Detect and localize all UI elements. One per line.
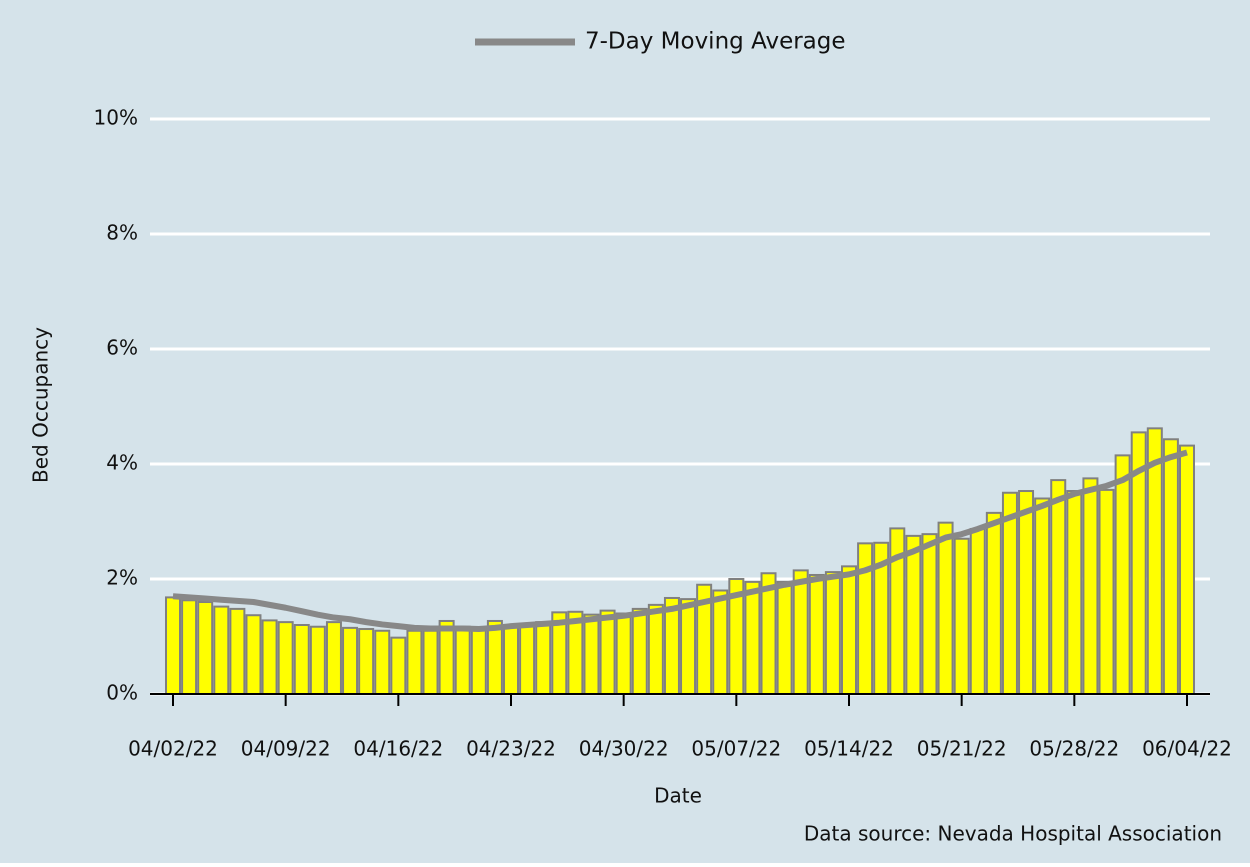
bar [261, 619, 278, 696]
x-tick-label: 04/02/22 [128, 737, 218, 761]
bar [358, 628, 375, 696]
bar [197, 601, 214, 695]
x-tick-label: 04/23/22 [466, 737, 556, 761]
bar [985, 511, 1002, 695]
bar [792, 569, 809, 695]
y-axis-label: Bed Occupancy [29, 327, 53, 483]
bar [969, 527, 986, 695]
bar [615, 612, 632, 695]
y-tick-label: 8% [106, 221, 138, 245]
bar [1098, 488, 1115, 695]
bar [165, 596, 181, 696]
bar [712, 589, 729, 695]
x-tick-label: 05/14/22 [804, 737, 894, 761]
bar [921, 533, 938, 696]
bar [325, 621, 342, 695]
source: Data source: Nevada Hospital Association [804, 822, 1222, 846]
bar [519, 622, 536, 695]
bar [406, 629, 423, 695]
bar [1162, 438, 1179, 695]
x-tick-label: 05/21/22 [917, 737, 1007, 761]
moving-average-line [172, 449, 1188, 633]
legend-label: 7-Day Moving Average [585, 29, 846, 55]
y-tick-label: 10% [94, 106, 138, 130]
y-tick-label: 6% [106, 336, 138, 360]
bar [824, 571, 841, 695]
x-axis-label: Date [654, 784, 702, 808]
bar [1034, 497, 1051, 695]
bar [245, 614, 262, 695]
y-tick-label: 4% [106, 451, 138, 475]
bar [647, 603, 664, 695]
bar [680, 598, 697, 695]
bar [374, 629, 391, 695]
bar [1018, 490, 1035, 695]
bar [229, 607, 246, 696]
bar [470, 628, 487, 695]
bar [1114, 454, 1131, 695]
x-tick-label: 04/30/22 [579, 737, 669, 761]
x-tick-label: 04/16/22 [353, 737, 443, 761]
x-tick-label: 04/09/22 [241, 737, 331, 761]
bar [1050, 479, 1067, 695]
bar [631, 607, 648, 696]
x-tick-label: 05/07/22 [691, 737, 781, 761]
bar [503, 624, 519, 695]
bar [454, 625, 471, 695]
bar [213, 605, 230, 695]
bar [905, 534, 922, 695]
bar [841, 565, 857, 695]
bar [937, 521, 954, 696]
x-tick-label: 06/04/22 [1142, 737, 1232, 761]
bar [953, 537, 970, 695]
bar [422, 629, 439, 695]
bar [599, 609, 616, 695]
bar [181, 599, 198, 696]
bar [277, 621, 294, 695]
bar [486, 619, 503, 695]
bar [808, 573, 825, 695]
y-tick-label: 0% [106, 681, 138, 705]
bar [342, 626, 359, 695]
bar [744, 580, 761, 695]
bar [1001, 491, 1018, 695]
bar [309, 625, 326, 695]
bar [776, 580, 793, 695]
bar [293, 624, 310, 695]
bar [535, 621, 552, 695]
bar [438, 619, 455, 695]
bar [583, 613, 600, 696]
bar [390, 636, 407, 696]
x-tick-label: 05/28/22 [1029, 737, 1119, 761]
y-tick-label: 2% [106, 566, 138, 590]
bar [1066, 490, 1083, 695]
bar [1082, 477, 1099, 695]
bar [1179, 444, 1195, 695]
